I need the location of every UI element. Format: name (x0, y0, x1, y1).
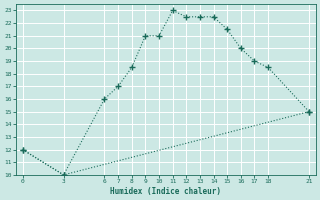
X-axis label: Humidex (Indice chaleur): Humidex (Indice chaleur) (110, 187, 221, 196)
